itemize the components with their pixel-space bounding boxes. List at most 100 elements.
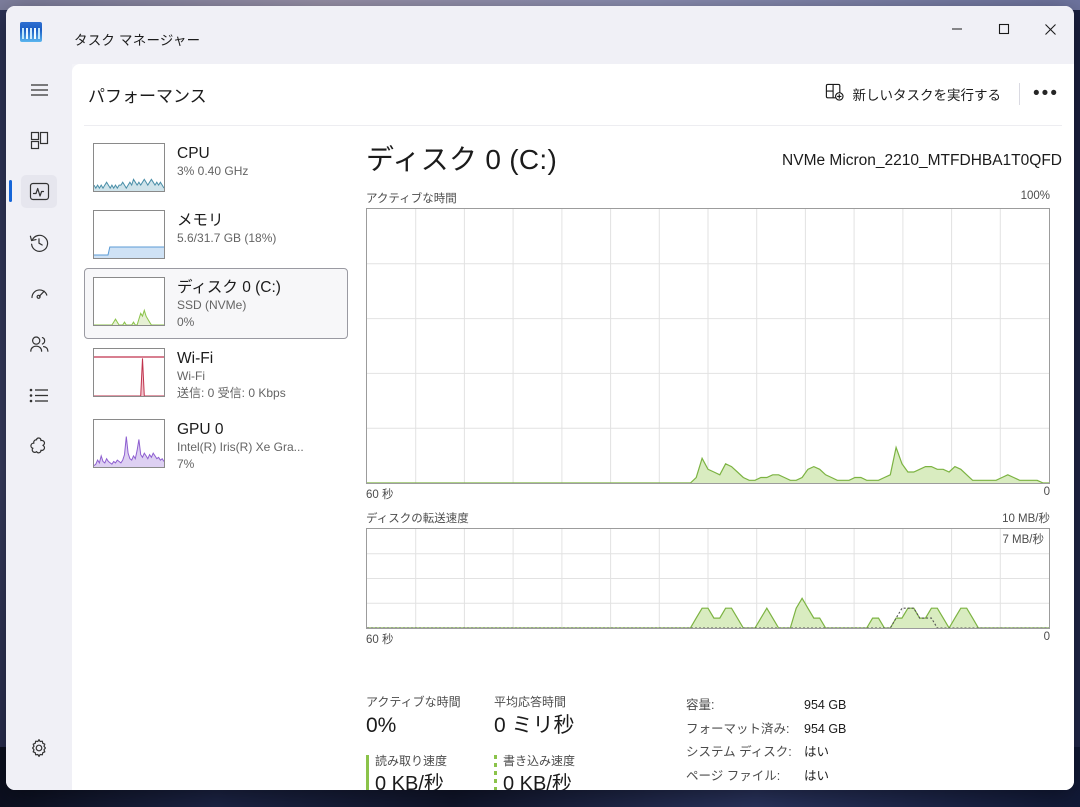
sidebar-item-settings[interactable] — [6, 724, 72, 772]
perf-item-sub: 0% — [177, 314, 195, 329]
perf-item-name: メモリ — [177, 212, 224, 229]
performance-resource-list: CPU 3% 0.40 GHz メモリ 5.6/31.7 GB (18%) ディスク 0… — [84, 134, 348, 774]
disk-info-row: 種類:SSD (NVMe) — [686, 788, 876, 790]
sidebar-item-performance[interactable] — [6, 166, 72, 217]
active-time-chart-axis: 60 秒 0 — [366, 486, 1050, 502]
desktop-top-edge — [0, 0, 1080, 10]
content-surface: パフォーマンス 新しいタスクを実行する — [72, 64, 1074, 790]
header-actions: 新しいタスクを実行する ••• — [815, 76, 1065, 112]
header-underline — [84, 125, 1062, 126]
users-icon — [21, 328, 57, 361]
transfer-rate-chart: 7 MB/秒 — [366, 528, 1050, 629]
disk-info-value: はい — [804, 768, 830, 783]
perf-thumbnail — [93, 277, 165, 326]
disk-info-row: 容量: 954 GB — [686, 694, 876, 718]
active-time-value: 0% — [366, 714, 397, 737]
minimize-icon[interactable] — [933, 6, 980, 52]
perf-item-name: ディスク 0 (C:) — [177, 279, 281, 296]
disk-info-row: システム ディスク: はい — [686, 741, 876, 765]
sidebar-item-processes[interactable] — [6, 115, 72, 166]
perf-item-name: CPU — [177, 145, 210, 162]
run-new-task-label: 新しいタスクを実行する — [852, 88, 1002, 103]
more-options-label: ••• — [1033, 83, 1059, 104]
maximize-icon[interactable] — [980, 6, 1027, 52]
run-new-task-button[interactable]: 新しいタスクを実行する — [815, 76, 1012, 112]
disk-info-key: 容量: — [686, 698, 715, 712]
perf-item-name: GPU 0 — [177, 421, 224, 438]
sidebar-item-services[interactable] — [6, 421, 72, 472]
transfer-rate-x-left: 60 秒 — [366, 634, 394, 646]
transfer-rate-chart-title: ディスクの転送速度 — [366, 513, 469, 525]
perf-list-item[interactable]: Wi-Fi Wi-Fi 送信: 0 受信: 0 Kbps — [84, 339, 348, 410]
detail-device-model: NVMe Micron_2210_MTFDHBA1T0QFD — [782, 152, 1062, 169]
perf-item-sub: Wi-Fi — [177, 369, 205, 383]
read-speed-caption: 読み取り速度 — [375, 754, 448, 768]
disk-info-row: フォーマット済み: 954 GB — [686, 718, 876, 742]
disk-info-value: SSD (NVMe) — [804, 788, 876, 790]
avg-response-stat: 平均応答時間 0 ミリ秒 書き込み速度 0 KB/秒 — [494, 694, 575, 790]
avg-response-caption: 平均応答時間 — [494, 695, 567, 709]
sidebar-item-details[interactable] — [6, 370, 72, 421]
disk-info-value: はい — [804, 745, 830, 759]
disk-info-key: ページ ファイル: — [686, 768, 781, 783]
transfer-rate-chart-axis: 60 秒 0 — [366, 631, 1050, 647]
gear-icon — [21, 732, 57, 765]
taskmanager-icon — [17, 18, 45, 46]
detail-title: ディスク 0 (C:) — [366, 144, 558, 175]
sidebar-item-menu[interactable] — [6, 64, 72, 115]
write-speed-stat: 書き込み速度 0 KB/秒 — [494, 753, 575, 790]
perf-thumbnail — [93, 210, 165, 259]
perf-item-sub: 3% 0.40 GHz — [177, 164, 249, 178]
page-header: パフォーマンス 新しいタスクを実行する — [72, 64, 1074, 126]
perf-item-sub: 7% — [177, 456, 195, 471]
window-title: タスク マネージャー — [74, 33, 201, 48]
write-speed-caption: 書き込み速度 — [503, 754, 576, 768]
disk-info-value: 954 GB — [804, 698, 847, 712]
startup-apps-icon — [21, 277, 57, 310]
perf-item-sub: 送信: 0 受信: 0 Kbps — [177, 385, 286, 400]
read-speed-indicator — [366, 755, 369, 790]
services-icon — [21, 430, 57, 463]
active-time-caption: アクティブな時間 — [366, 695, 461, 709]
write-speed-indicator — [494, 755, 497, 790]
close-icon[interactable] — [1027, 6, 1074, 52]
active-time-x-right: 0 — [1043, 486, 1050, 498]
disk-info-row: ページ ファイル: はい — [686, 765, 876, 789]
perf-thumbnail — [93, 348, 165, 397]
active-time-chart-labels: アクティブな時間 100% — [366, 190, 1050, 206]
write-speed-value: 0 KB/秒 — [503, 773, 572, 790]
details-list-icon — [21, 379, 57, 412]
task-manager-window: タスク マネージャー — [6, 6, 1074, 790]
read-speed-stat: 読み取り速度 0 KB/秒 — [366, 753, 461, 790]
hamburger-menu-icon — [21, 73, 57, 106]
window-controls — [933, 6, 1074, 52]
header-divider — [1019, 83, 1020, 105]
perf-item-sub: 5.6/31.7 GB (18%) — [177, 231, 277, 245]
sidebar-item-users[interactable] — [6, 319, 72, 370]
processes-icon — [21, 124, 57, 157]
disk-info-key: 種類: — [686, 788, 804, 790]
perf-item-sub: SSD (NVMe) — [177, 298, 247, 312]
active-time-chart — [366, 208, 1050, 484]
more-options-icon[interactable]: ••• — [1028, 77, 1064, 111]
perf-list-item[interactable]: CPU 3% 0.40 GHz — [84, 134, 348, 201]
perf-list-item[interactable]: メモリ 5.6/31.7 GB (18%) — [84, 201, 348, 268]
title-bar: タスク マネージャー — [6, 6, 1074, 64]
active-time-x-left: 60 秒 — [366, 489, 394, 501]
perf-item-name: Wi-Fi — [177, 350, 214, 367]
avg-response-value: 0 ミリ秒 — [494, 714, 575, 737]
disk-detail-pane: ディスク 0 (C:) NVMe Micron_2210_MTFDHBA1T0Q… — [366, 134, 1062, 790]
perf-list-item[interactable]: ディスク 0 (C:) SSD (NVMe) 0% — [84, 268, 348, 339]
transfer-rate-chart-ymax: 10 MB/秒 — [1002, 513, 1050, 525]
performance-icon — [21, 175, 57, 208]
disk-info-key: フォーマット済み: — [686, 721, 790, 736]
app-history-icon — [21, 226, 57, 259]
sidebar-item-app-history[interactable] — [6, 217, 72, 268]
perf-thumbnail — [93, 143, 165, 192]
perf-list-item[interactable]: GPU 0 Intel(R) Iris(R) Xe Gra... 7% — [84, 410, 348, 481]
transfer-rate-inline-marker: 7 MB/秒 — [1002, 534, 1044, 546]
active-time-chart-ymax: 100% — [1020, 190, 1050, 202]
perf-thumbnail — [93, 419, 165, 468]
sidebar-item-startup-apps[interactable] — [6, 268, 72, 319]
disk-info-value: 954 GB — [804, 721, 847, 736]
